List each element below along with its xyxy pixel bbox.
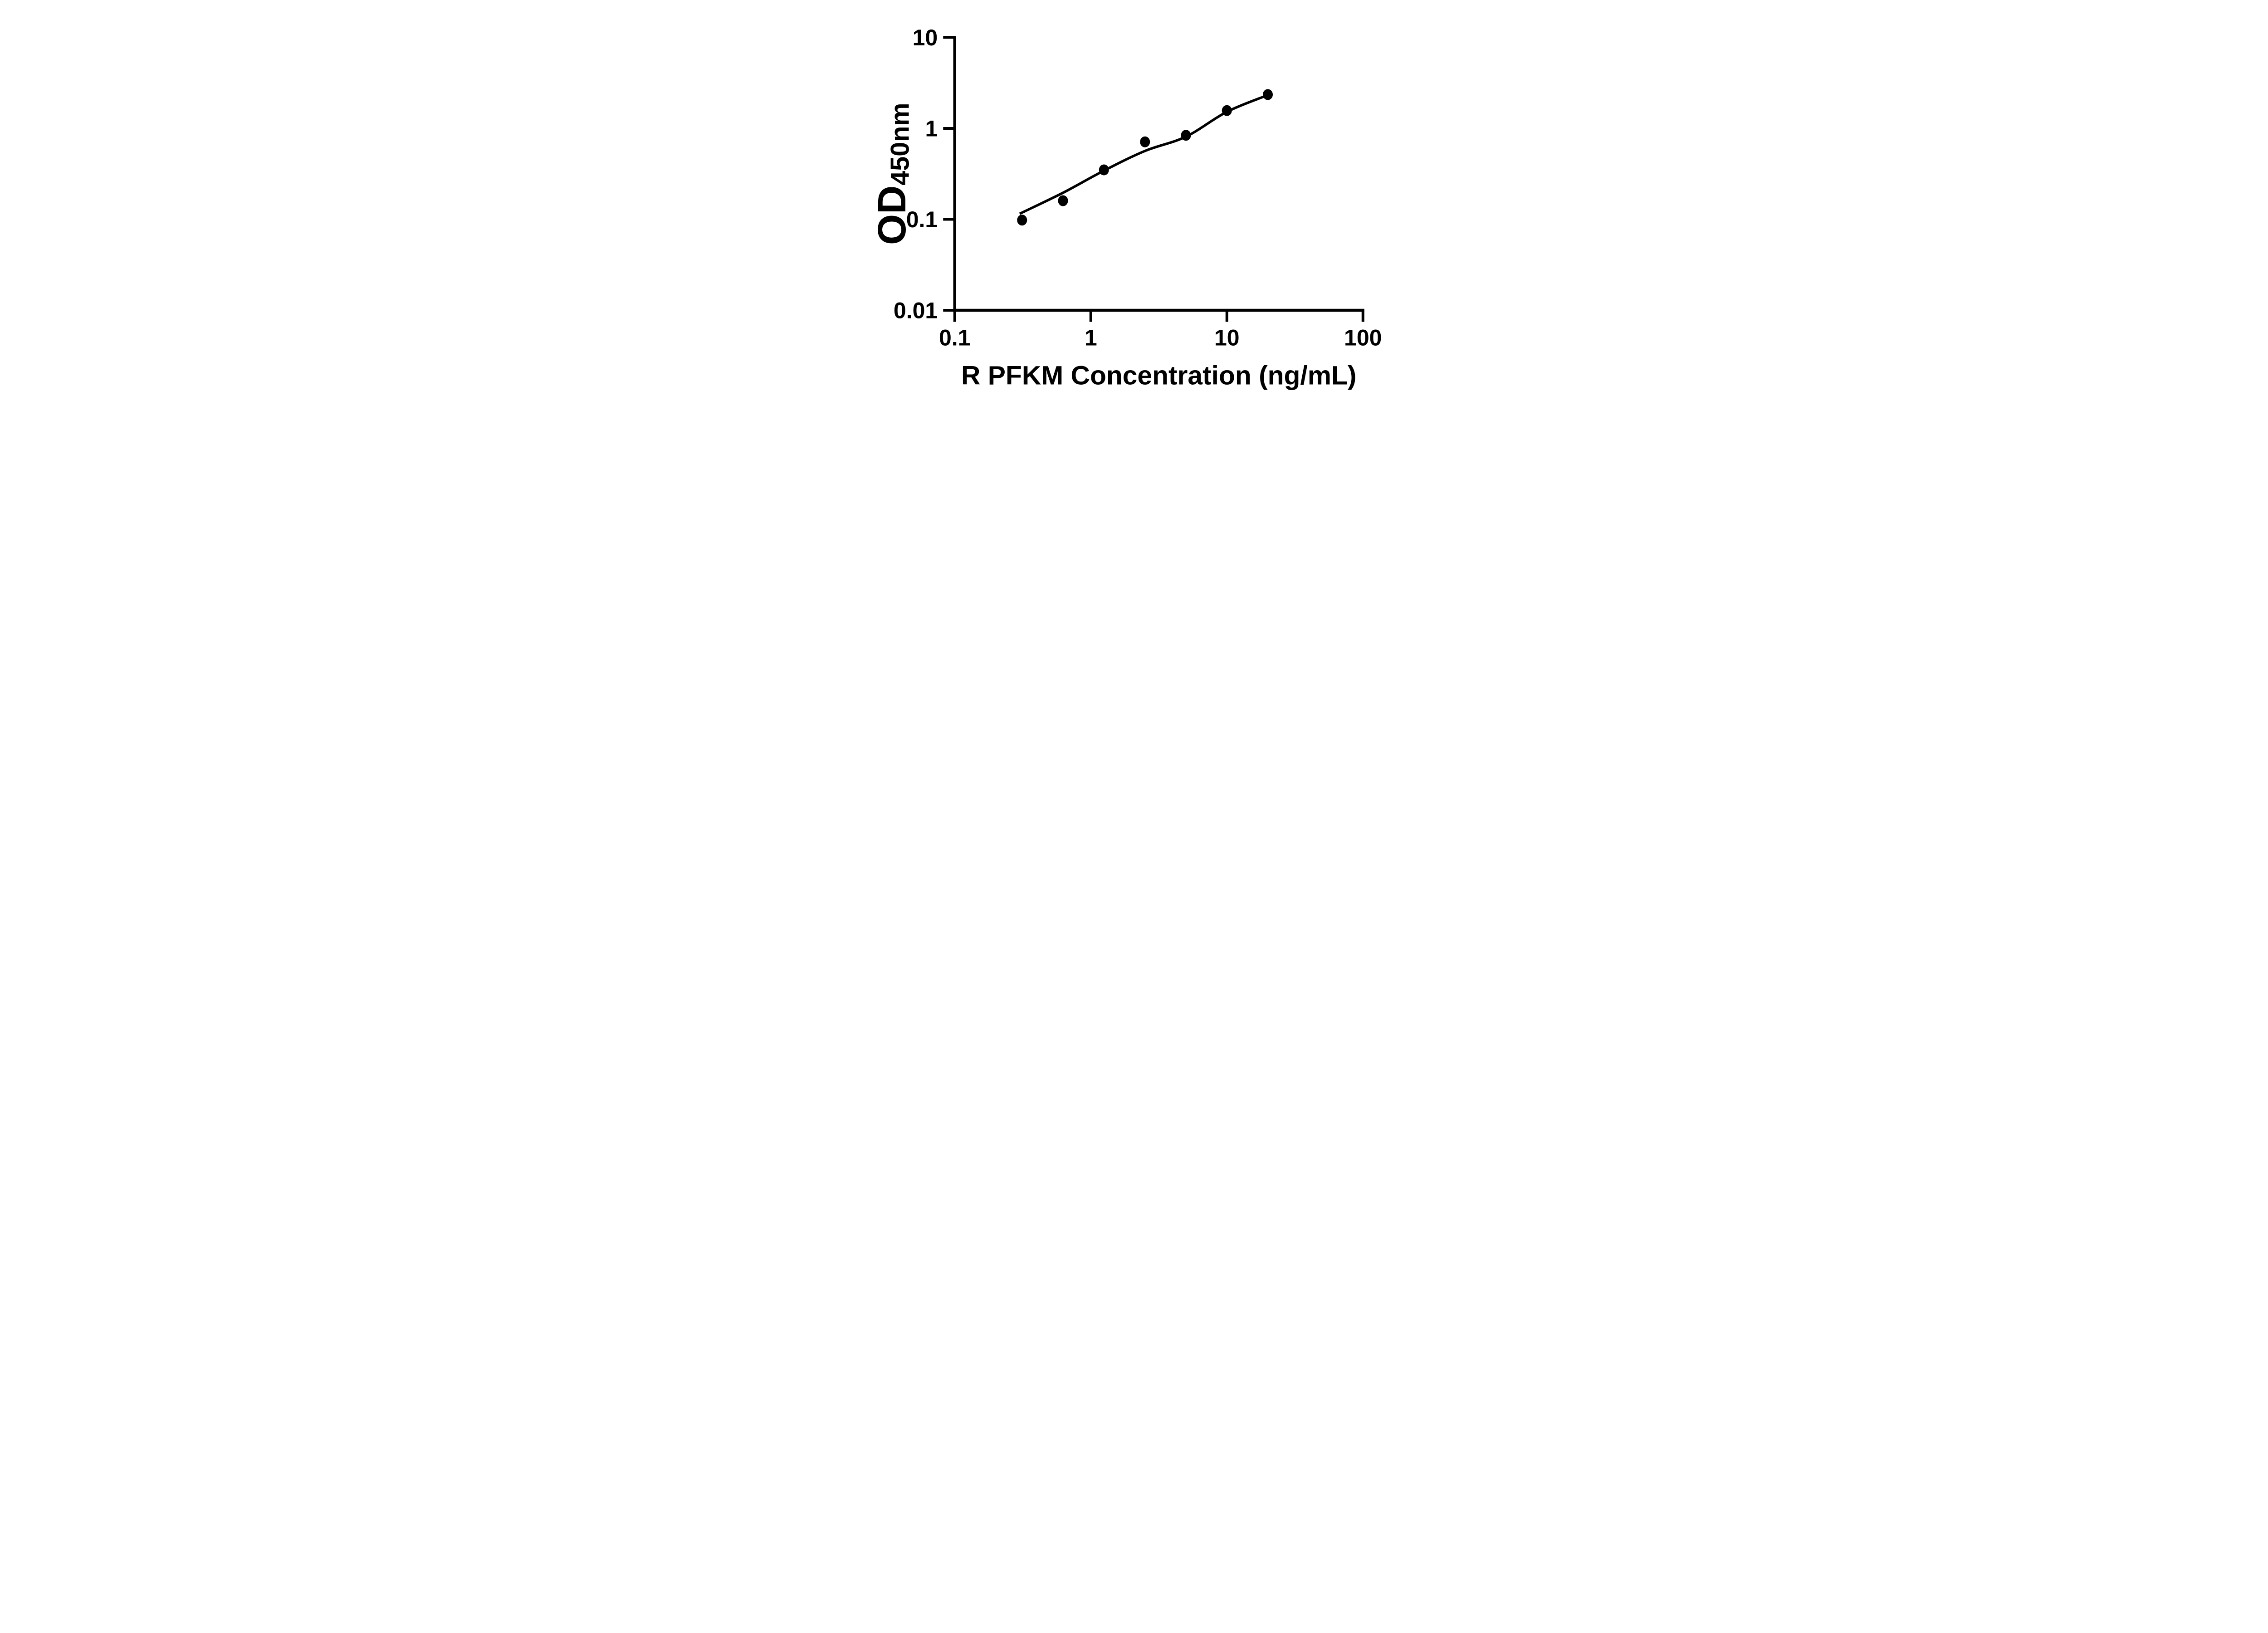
x-tick-label: 1 xyxy=(1085,325,1097,350)
data-point xyxy=(1222,105,1232,116)
y-tick-label: 10 xyxy=(913,25,938,50)
y-tick-label: 1 xyxy=(925,116,938,142)
x-tick-label: 100 xyxy=(1344,325,1382,350)
y-axis-label-main: OD xyxy=(870,186,914,245)
y-axis-label: OD450nm xyxy=(870,103,915,245)
data-point xyxy=(1181,130,1191,141)
y-axis-label-subscript: 450nm xyxy=(886,103,915,186)
data-point xyxy=(1140,136,1150,147)
data-point xyxy=(1058,195,1068,206)
data-point xyxy=(1017,215,1027,226)
x-tick-label: 0.1 xyxy=(939,325,971,350)
y-tick-label: 0.1 xyxy=(906,207,938,232)
x-axis-title: R PFKM Concentration (ng/mL) xyxy=(961,361,1356,391)
data-point xyxy=(1099,164,1109,176)
data-point xyxy=(1263,89,1273,100)
y-tick-label: 0.01 xyxy=(894,298,938,323)
x-tick-label: 10 xyxy=(1214,325,1240,350)
figure: 10 1 0.1 0.01 0.1 1 10 100 R PFKM Concentration… xyxy=(842,0,1426,408)
